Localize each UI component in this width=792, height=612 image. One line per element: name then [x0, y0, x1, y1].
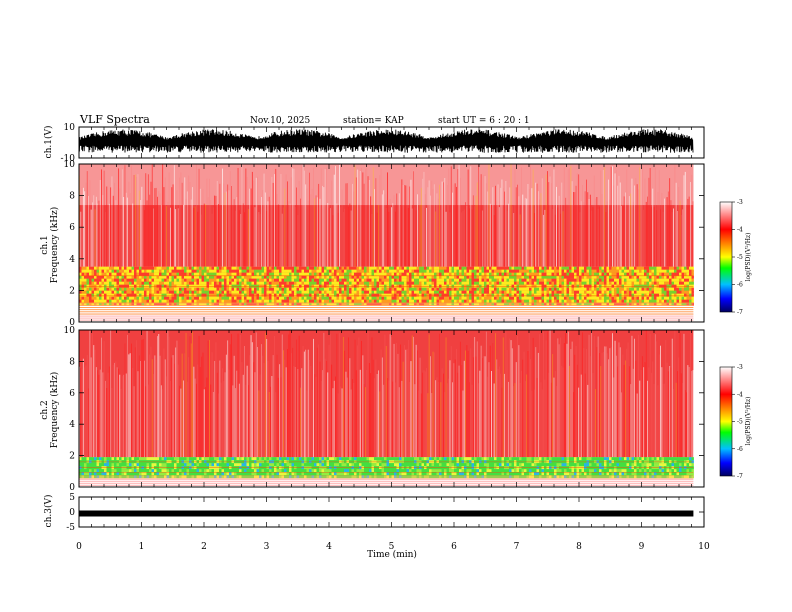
figure-title: VLF Spectra — [79, 113, 150, 126]
ch1-waveform-ytick-label: -10 — [61, 154, 76, 164]
ch1-colorbar: -3 -4 -5 -6 -7 log(PSD)(V²/Hz) — [719, 199, 752, 316]
ch1-colorbar-tick-label: -6 — [737, 282, 743, 289]
header-date: Nov.10, 2025 — [250, 116, 311, 126]
ch2-colorbar-tick-label: -5 — [737, 419, 743, 426]
ch1-waveform-line — [78, 129, 694, 153]
ch2-colorbar: -3 -4 -5 -6 -7 log(PSD)(V²/Hz) — [719, 364, 752, 480]
ch1-colorbar-tick-label: -3 — [737, 199, 743, 206]
x-tick-label: 1 — [139, 542, 145, 552]
ch1-channel-label: ch.1 — [40, 235, 50, 254]
ch3-waveform-ytick-label: -5 — [66, 523, 75, 533]
header-station: station= KAP — [343, 116, 404, 126]
x-tick-label: 3 — [264, 542, 270, 552]
ch1-colorbar-label: log(PSD)(V²/Hz) — [745, 233, 752, 282]
ch2-spectrogram-ytick-label: 10 — [64, 326, 76, 336]
ch1-waveform-ytick-label: 10 — [64, 123, 76, 133]
x-tick-label: 2 — [201, 542, 207, 552]
ch2-colorbar-tick-label: -7 — [737, 473, 743, 480]
ch3-waveform-ytick-label: 0 — [69, 508, 75, 518]
ch1-volt-label: ch.1(V) — [43, 126, 54, 159]
ch3-waveform-ytick-label: 5 — [69, 493, 75, 503]
x-tick-label: 10 — [698, 542, 710, 552]
ch2-colorbar-tick-label: -6 — [737, 446, 743, 453]
ch2-spectrogram-ytick-label: 4 — [69, 420, 75, 430]
ch1-spectrogram-ytick-label: 0 — [69, 318, 75, 328]
ch1-spectrogram-ytick-label: 2 — [69, 286, 75, 296]
ch2-spectrogram-band-red — [79, 330, 694, 458]
ch3-volt-label: ch.3(V) — [43, 495, 54, 528]
x-tick-label: 5 — [389, 542, 395, 552]
ch1-spectrogram-ytick-label: 8 — [69, 192, 75, 202]
ch1-spectrogram-band-red — [79, 164, 694, 267]
ch2-spectrogram-ytick-label: 6 — [69, 389, 75, 399]
x-tick-label: 0 — [76, 542, 82, 552]
ch2-spectrogram-ytick-label: 2 — [69, 452, 75, 462]
ch1-colorbar-tick-label: -5 — [737, 254, 743, 261]
ch2-frequency-label: Frequency (kHz) — [49, 372, 60, 449]
ch1-spectrogram-panel: 0 2 4 6 8 10 — [64, 160, 705, 328]
ch1-colorbar-tick-label: -7 — [737, 309, 743, 316]
x-tick-label: 7 — [514, 542, 520, 552]
ch2-colorbar-tick-label: -4 — [737, 391, 743, 398]
ch2-colorbar-tick-label: -3 — [737, 364, 743, 371]
ch1-waveform-panel: 10 -10 — [61, 123, 705, 164]
ch1-spectrogram-ytick-label: 6 — [69, 223, 75, 233]
x-axis-label: Time (min) — [367, 549, 417, 560]
ch1-frequency-label: Frequency (kHz) — [49, 207, 60, 284]
ch2-colorbar-label: log(PSD)(V²/Hz) — [745, 397, 752, 446]
ch1-spectrogram-ytick-label: 4 — [69, 255, 75, 265]
x-tick-label: 6 — [451, 542, 457, 552]
ch1-spectrogram-ytick-label: 10 — [64, 160, 76, 170]
ch2-spectrogram-ytick-label: 8 — [69, 357, 75, 367]
ch2-spectrogram-panel: 0 2 4 6 8 10 — [64, 326, 705, 493]
x-tick-label: 9 — [639, 542, 645, 552]
ch1-colorbar-tick-label: -4 — [737, 227, 743, 234]
ch3-waveform-panel: 50-50 1 2 3 4 5 6 7 8 9 10 — [66, 493, 710, 552]
x-tick-label: 8 — [576, 542, 582, 552]
ch2-channel-label: ch.2 — [40, 400, 50, 419]
x-tick-label: 4 — [326, 542, 332, 552]
ch2-spectrogram-ytick-label: 0 — [69, 483, 75, 493]
ch3-waveform-line — [79, 510, 694, 517]
header-start-time: start UT = 6 : 20 : 1 — [438, 116, 530, 126]
